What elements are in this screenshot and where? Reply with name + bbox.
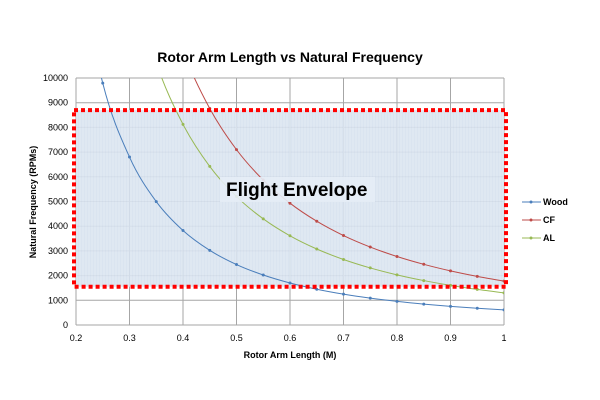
y-tick-label: 3000 [48,246,68,256]
series-line-wood [100,78,504,311]
legend-marker-cf [529,218,533,222]
data-point-al [315,247,319,251]
data-point-wood [368,296,372,300]
y-tick-label: 10000 [43,73,68,83]
data-point-al [449,283,452,287]
y-axis-label: Natural Frequency (RPMs) [28,146,38,259]
legend-label-al: AL [543,233,555,243]
data-point-wood [128,155,131,159]
legend-marker-wood [529,200,533,204]
data-point-cf [422,262,426,266]
data-point-wood [235,263,238,267]
y-tick-label: 8000 [48,122,68,132]
x-tick-label: 0.4 [177,333,190,343]
data-point-cf [475,274,479,278]
data-point-wood [154,200,158,204]
data-point-al [208,164,212,168]
data-point-al [422,279,426,283]
data-point-wood [208,248,212,252]
data-point-wood [422,302,426,306]
data-point-al [261,217,265,221]
data-point-cf [395,255,399,259]
data-point-wood [288,281,292,285]
flight-envelope-label-bg [220,177,375,202]
flight-envelope-label: Flight Envelope [226,180,367,201]
data-point-cf [449,269,452,273]
legend-label-cf: CF [543,215,555,225]
data-point-al [181,122,185,126]
data-point-wood [101,81,105,85]
x-tick-label: 1 [501,333,506,343]
data-point-wood [181,229,185,233]
x-tick-label: 0.9 [444,333,457,343]
x-axis-label: Rotor Arm Length (M) [244,350,337,360]
y-tick-label: 5000 [48,197,68,207]
y-tick-label: 2000 [48,271,68,281]
data-point-al [342,257,345,261]
y-tick-label: 6000 [48,172,68,182]
data-point-cf [502,279,504,283]
chart-title: Rotor Arm Length vs Natural Frequency [157,49,423,65]
x-tick-label: 0.5 [230,333,243,343]
y-tick-label: 0 [63,320,68,330]
data-point-al [502,291,504,295]
data-point-cf [342,234,345,238]
data-point-cf [235,148,238,152]
x-tick-label: 0.2 [70,333,83,343]
data-point-cf [315,219,319,223]
data-point-wood [395,299,399,303]
y-tick-label: 7000 [48,147,68,157]
data-point-al [368,266,372,270]
data-point-al [288,234,292,238]
x-tick-label: 0.3 [123,333,136,343]
data-point-wood [261,273,265,277]
data-point-wood [502,308,504,312]
legend-marker-al [529,236,533,240]
data-point-cf [288,201,292,205]
data-point-wood [342,292,345,296]
data-point-al [395,273,399,277]
y-tick-label: 1000 [48,295,68,305]
data-point-wood [449,304,452,308]
x-tick-label: 0.7 [337,333,350,343]
data-point-wood [475,306,479,310]
legend-label-wood: Wood [543,197,568,207]
flight-envelope-border [72,108,508,289]
data-point-cf [368,245,372,249]
y-tick-label: 4000 [48,221,68,231]
x-tick-label: 0.6 [284,333,297,343]
x-tick-label: 0.8 [391,333,404,343]
y-tick-label: 9000 [48,98,68,108]
